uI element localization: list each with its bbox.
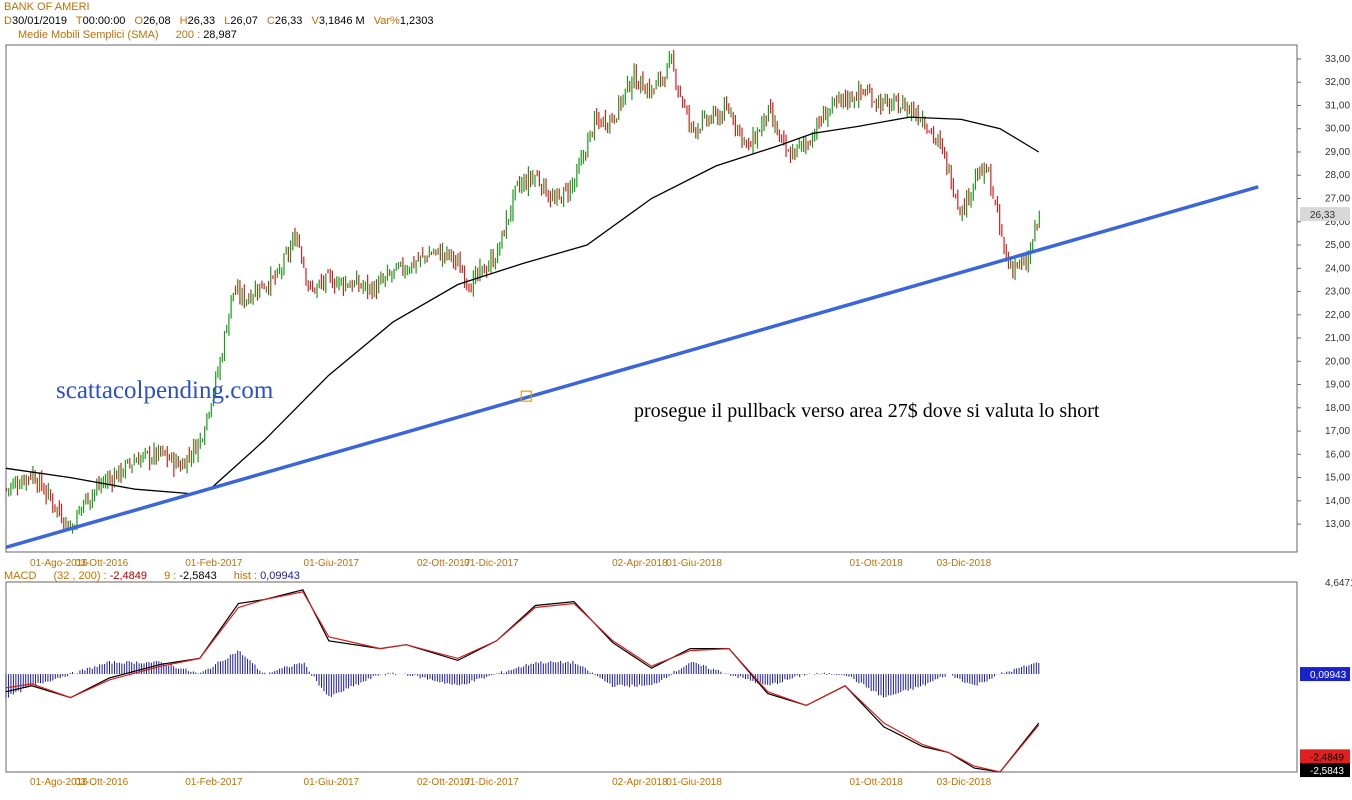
close-value: 26,33 (274, 15, 303, 27)
macd-label: MACD (4, 570, 37, 582)
y-tick-label: 14,00 (1325, 496, 1350, 507)
volume-key: V (311, 15, 319, 27)
y-tick-label: 24,00 (1325, 263, 1350, 274)
macd-params: (32 , 200) : (53, 570, 107, 582)
y-tick-label: 16,00 (1325, 449, 1350, 460)
hist-value: 0,09943 (260, 570, 300, 582)
signal-line (5, 591, 1040, 773)
y-tick-label: 20,00 (1325, 356, 1350, 367)
macd-x-date-label: 01-Ott-2018 (849, 777, 903, 788)
last-price-label: 26,33 (1310, 210, 1335, 221)
macd-x-date-label: 03-Dic-2018 (937, 777, 992, 788)
watermark-text: scattacolpending.com (56, 377, 274, 404)
var-key: Var% (373, 15, 400, 27)
signal-value-tag (1300, 763, 1350, 778)
date-key: D (4, 15, 12, 27)
note-text: prosegue il pullback verso area 27$ dove… (634, 400, 1100, 422)
x-date-label: 02-Apr-2018 (612, 558, 668, 569)
last-price-tag (1300, 207, 1350, 222)
symbol-title: BANK OF AMERI (4, 1, 90, 13)
time-value: 00:00:00 (82, 15, 126, 27)
date-value: 30/01/2019 (11, 15, 68, 27)
x-date-label: 01-Ago-2016 (30, 558, 88, 569)
x-date-label: 03-Dic-2018 (937, 558, 992, 569)
y-tick-label: 18,00 (1325, 403, 1350, 414)
x-date-label: 01-Giu-2017 (304, 558, 360, 569)
y-tick-label: 27,00 (1325, 193, 1350, 204)
y-tick-label: 28,00 (1325, 170, 1350, 181)
y-tick-label: 26,00 (1325, 217, 1350, 228)
macd-x-date-label: 01-Ago-2016 (30, 777, 88, 788)
macd-x-date-label: 02-Ott-2017 (417, 777, 471, 788)
macd-x-date-label: 01-Giu-2018 (666, 777, 722, 788)
sma-value: 28,987 (203, 29, 237, 41)
y-tick-label: 15,00 (1325, 473, 1350, 484)
macd-x-date-label: 01-Dic-2017 (464, 777, 519, 788)
x-date-label: 03-Ott-2016 (75, 558, 129, 569)
macd-line (5, 589, 1040, 773)
y-tick-label: 29,00 (1325, 147, 1350, 158)
low-key: L (224, 15, 231, 27)
y-tick-label: 22,00 (1325, 310, 1350, 321)
open-key: O (134, 15, 144, 27)
low-value: 26,07 (230, 15, 258, 27)
close-key: C (266, 15, 275, 27)
x-date-label: 01-Ott-2018 (849, 558, 903, 569)
ohlc-readout: D30/01/2019 T00:00:00 O26,08 H26,33 L26,… (4, 15, 440, 27)
macd-value: -2,4849 (109, 570, 148, 582)
price-panel: 13,00 14,00 15,00 16,00 17,00 18,00 19,00 20,00… (5, 44, 1350, 569)
y-tick-label: 32,00 (1325, 77, 1350, 88)
macd-x-date-label: 01-Feb-2017 (185, 777, 243, 788)
y-tick-label: 33,00 (1325, 54, 1350, 65)
x-date-label: 01-Feb-2017 (185, 558, 243, 569)
macd-x-date-label: 01-Giu-2017 (304, 777, 360, 788)
sma-period: 200 : (175, 29, 201, 41)
volume-value: 3,1846 M (318, 15, 365, 27)
sma-readout: Medie Mobili Semplici (SMA) 200 : 28,987 (18, 29, 243, 41)
macd-x-date-label: 03-Ott-2016 (75, 777, 129, 788)
x-date-label: 02-Ott-2017 (417, 558, 471, 569)
macd-value-tag (1300, 749, 1350, 764)
var-value: 1,2303 (399, 15, 434, 27)
y-tick-label: 21,00 (1325, 333, 1350, 344)
sma-label: Medie Mobili Semplici (SMA) (18, 29, 159, 41)
y-tick-label: 17,00 (1325, 426, 1350, 437)
y-tick-label: 30,00 (1325, 124, 1350, 135)
hist-value-label: 0,09943 (1310, 670, 1347, 681)
x-date-label: 01-Dic-2017 (464, 558, 519, 569)
price-frame (5, 44, 1298, 553)
y-tick-label: 13,00 (1325, 519, 1350, 530)
high-key: H (179, 15, 188, 27)
y-tick-label: 25,00 (1325, 240, 1350, 251)
signal-value: -2,5843 (179, 570, 217, 582)
open-value: 26,08 (143, 15, 171, 27)
high-value: 26,33 (187, 15, 216, 27)
signal-value-label: -2,5843 (1310, 766, 1344, 777)
hist-value-tag (1300, 667, 1350, 682)
signal-key: 9 : (164, 570, 177, 582)
y-tick-label: 23,00 (1325, 287, 1350, 298)
sma200-line (5, 116, 1040, 495)
hist-key: hist : (233, 570, 257, 582)
macd-top-label: 4,6471 (1325, 578, 1352, 589)
y-tick-label: 31,00 (1325, 100, 1350, 111)
note-marker (520, 390, 532, 402)
macd-value-label: -2,4849 (1310, 752, 1344, 763)
support-trendline (5, 185, 1259, 550)
x-date-label: 01-Giu-2018 (666, 558, 722, 569)
macd-readout: MACD (32 , 200) : -2,4849 9 : -2,5843 hi… (4, 570, 300, 582)
macd-x-date-label: 02-Apr-2018 (612, 777, 668, 788)
time-key: T (75, 15, 83, 27)
y-tick-label: 19,00 (1325, 380, 1350, 391)
